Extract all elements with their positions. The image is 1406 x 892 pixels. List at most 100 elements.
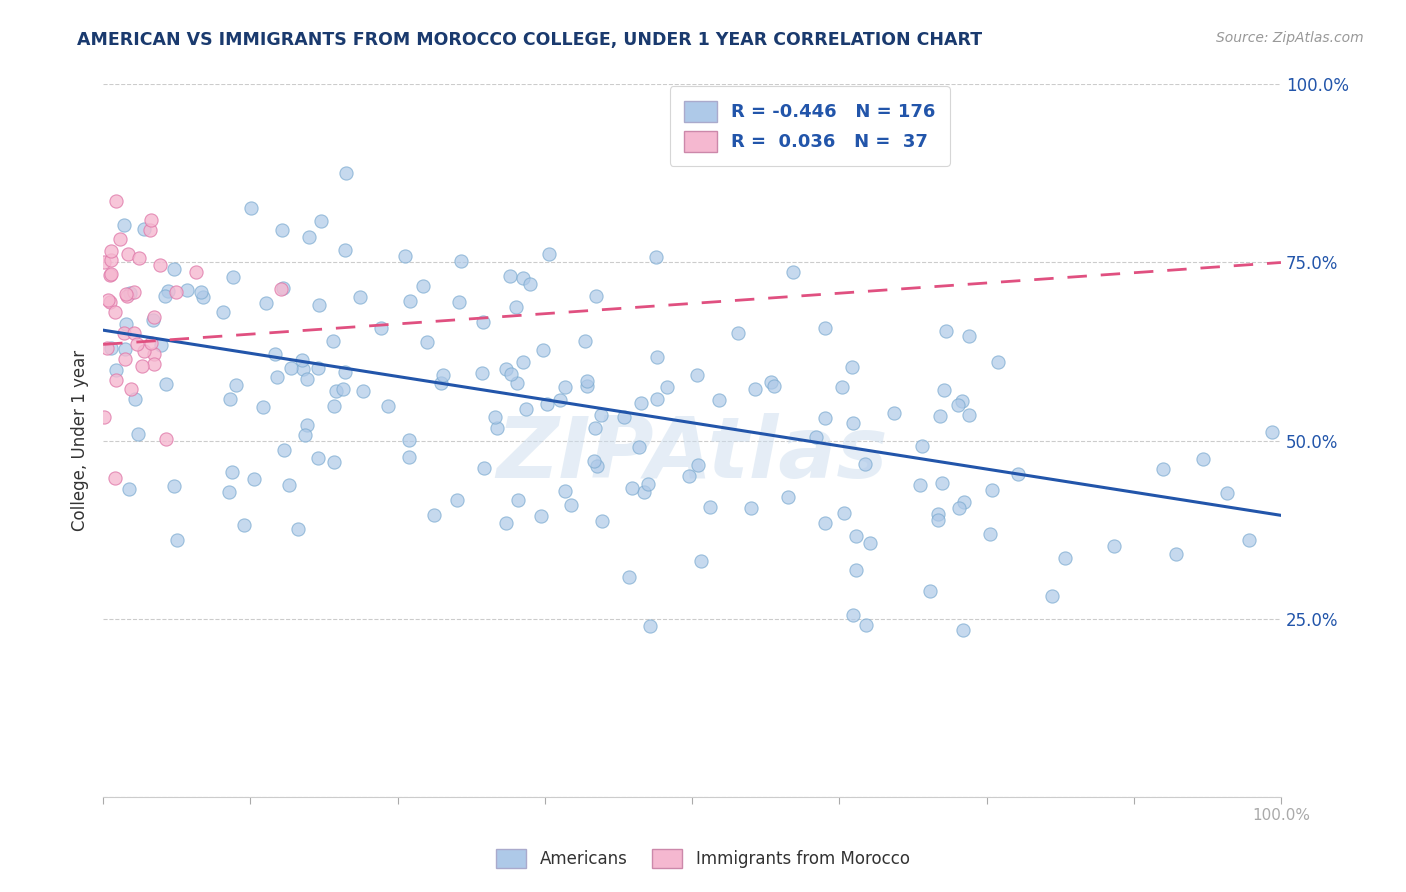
Point — [613, 410, 636, 425]
Point — [519, 277, 541, 291]
Point — [96, 341, 118, 355]
Point — [948, 500, 970, 515]
Point — [582, 453, 605, 467]
Point — [155, 433, 177, 447]
Point — [295, 372, 318, 386]
Point — [506, 376, 529, 390]
Point — [100, 252, 122, 267]
Point — [583, 421, 606, 435]
Point — [349, 290, 371, 304]
Point — [287, 522, 309, 536]
Point — [530, 508, 553, 523]
Point — [515, 402, 537, 417]
Point — [118, 286, 141, 301]
Point — [114, 352, 136, 367]
Point — [832, 506, 855, 520]
Point — [100, 341, 122, 355]
Point — [131, 359, 153, 374]
Point — [221, 269, 243, 284]
Point — [117, 289, 139, 303]
Point — [844, 529, 866, 543]
Point — [243, 472, 266, 486]
Point — [112, 326, 135, 341]
Point — [115, 286, 138, 301]
Point — [142, 310, 165, 324]
Legend: R = -0.446   N = 176, R =  0.036   N =  37: R = -0.446 N = 176, R = 0.036 N = 37 — [669, 87, 950, 166]
Point — [280, 361, 302, 376]
Point — [149, 338, 172, 352]
Point — [225, 378, 247, 392]
Point — [841, 359, 863, 374]
Point — [931, 476, 953, 491]
Point — [591, 514, 613, 528]
Point — [647, 392, 669, 406]
Point — [100, 267, 122, 281]
Point — [928, 409, 950, 424]
Point — [472, 461, 495, 475]
Point — [910, 478, 932, 492]
Point — [814, 320, 837, 334]
Point — [104, 194, 127, 208]
Point — [333, 244, 356, 258]
Point — [335, 365, 357, 379]
Point — [124, 392, 146, 406]
Point — [264, 347, 287, 361]
Point — [806, 430, 828, 444]
Point — [987, 355, 1010, 369]
Point — [271, 223, 294, 237]
Point — [1164, 547, 1187, 561]
Point — [727, 326, 749, 340]
Point — [589, 409, 612, 423]
Point — [416, 334, 439, 349]
Point — [156, 285, 179, 299]
Point — [678, 468, 700, 483]
Point — [295, 418, 318, 433]
Point — [399, 294, 422, 309]
Point — [271, 281, 294, 295]
Point — [855, 617, 877, 632]
Point — [585, 288, 607, 302]
Point — [93, 409, 115, 424]
Point — [218, 485, 240, 500]
Point — [918, 584, 941, 599]
Point — [430, 376, 453, 390]
Point — [932, 384, 955, 398]
Point — [450, 254, 472, 268]
Point — [432, 368, 454, 382]
Point — [325, 384, 347, 399]
Point — [273, 442, 295, 457]
Point — [96, 293, 118, 307]
Point — [537, 246, 560, 260]
Point — [143, 347, 166, 361]
Point — [141, 335, 163, 350]
Point — [98, 295, 121, 310]
Point — [1007, 467, 1029, 482]
Point — [1152, 461, 1174, 475]
Point — [103, 470, 125, 484]
Point — [332, 382, 354, 396]
Point — [270, 282, 292, 296]
Point — [142, 313, 165, 327]
Point — [394, 249, 416, 263]
Text: AMERICAN VS IMMIGRANTS FROM MOROCCO COLLEGE, UNDER 1 YEAR CORRELATION CHART: AMERICAN VS IMMIGRANTS FROM MOROCCO COLL… — [77, 31, 983, 49]
Point — [212, 305, 235, 319]
Point — [184, 265, 207, 279]
Point — [512, 354, 534, 368]
Point — [1237, 533, 1260, 547]
Point — [120, 382, 142, 396]
Point — [322, 455, 344, 469]
Point — [630, 396, 652, 410]
Point — [574, 334, 596, 349]
Y-axis label: College, Under 1 year: College, Under 1 year — [72, 350, 89, 531]
Point — [122, 285, 145, 300]
Point — [308, 298, 330, 312]
Point — [104, 305, 127, 319]
Point — [291, 362, 314, 376]
Point — [586, 458, 609, 473]
Point — [277, 478, 299, 492]
Point — [927, 508, 949, 522]
Point — [122, 326, 145, 341]
Point — [950, 394, 973, 409]
Point — [575, 378, 598, 392]
Point — [499, 268, 522, 283]
